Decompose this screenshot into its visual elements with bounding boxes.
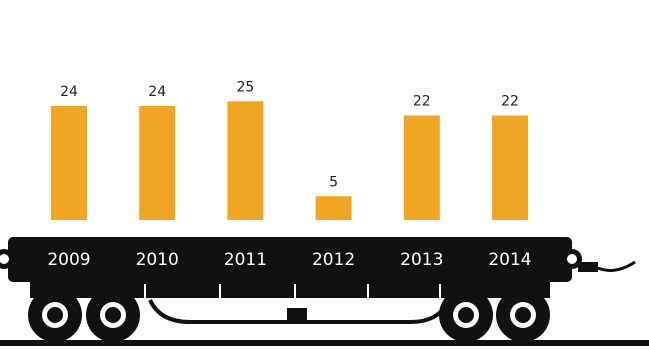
x-tick-label: 2010 [136,250,179,270]
value-label: 24 [60,84,78,100]
bar [403,115,440,220]
value-label: 25 [236,79,254,95]
x-tick-label: 2014 [488,250,531,270]
bar [492,115,528,220]
value-label: 24 [148,84,166,100]
bar [139,106,176,220]
bar [51,106,87,220]
x-tick-label: 2009 [47,250,90,270]
x-tick-label: 2012 [312,250,355,270]
x-tick-label: 2013 [400,250,443,270]
bar [315,196,352,220]
train-car [0,237,649,346]
value-label: 22 [501,94,519,110]
bar [227,101,264,220]
x-tick-label: 2011 [224,250,267,270]
value-label: 22 [413,94,431,110]
value-label: 5 [329,174,338,190]
